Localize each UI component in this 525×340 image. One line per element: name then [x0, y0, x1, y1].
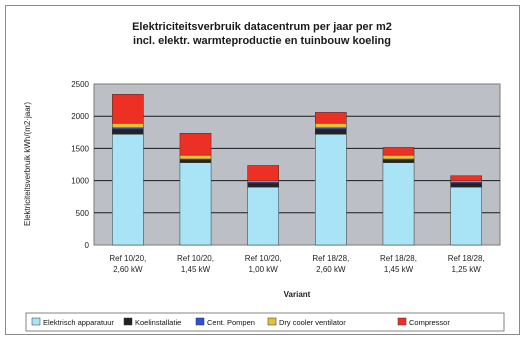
bar-segment	[112, 94, 144, 124]
chart: Elektriciteitsverbruik datacentrum per j…	[23, 21, 505, 332]
x-tick-label: 1,00 kW	[248, 265, 278, 274]
x-axis-label: Variant	[284, 290, 311, 299]
legend-label: Dry cooler ventilator	[279, 318, 346, 327]
y-tick-label: 0	[85, 241, 90, 250]
x-axis-ticks: Ref 10/20, 2,60 kW Ref 10/20, 1,45 kW Ref 10…	[109, 254, 484, 274]
legend	[25, 312, 505, 332]
legend-label: Cent. Pompen	[207, 318, 255, 327]
plot-area	[93, 83, 501, 246]
bar-segment	[315, 123, 347, 129]
x-tick-label: Ref 18/28,	[380, 254, 417, 263]
x-tick-label: 1,25 kW	[451, 265, 481, 274]
bar-segment	[179, 159, 212, 163]
bar-segment	[382, 162, 415, 246]
bar-segment	[382, 154, 415, 160]
bar-segment	[315, 128, 347, 135]
bar-segment	[450, 175, 482, 182]
x-tick-label: 2,60 kW	[316, 265, 346, 274]
bar-segment	[247, 182, 279, 188]
x-tick-label: Ref 10/20,	[109, 254, 146, 263]
bar-segment	[382, 159, 415, 163]
legend-swatch	[195, 317, 205, 326]
x-tick-label: 2,60 kW	[113, 265, 143, 274]
bar-segment	[179, 133, 212, 156]
x-tick-label: 1,45 kW	[384, 265, 414, 274]
chart-frame: Elektriciteitsverbruik datacentrum per j…	[5, 5, 520, 335]
bars	[112, 94, 482, 246]
legend-items: Elektrisch apparatuur Koelinstallatie Cent…	[31, 317, 450, 327]
gridlines	[94, 115, 500, 214]
y-tick-label: 500	[76, 209, 90, 218]
legend-swatch	[123, 317, 133, 326]
legend-swatch	[31, 317, 41, 326]
bar-segment	[450, 186, 482, 246]
bar-segment	[382, 147, 415, 156]
legend-swatch	[397, 317, 407, 326]
y-tick-label: 1500	[71, 144, 89, 153]
x-tick-label: Ref 18/28,	[448, 254, 485, 263]
bar-segment	[112, 133, 144, 246]
x-tick-label: 1,45 kW	[181, 265, 211, 274]
chart-title: Elektriciteitsverbruik datacentrum per j…	[132, 21, 392, 33]
legend-swatch	[267, 317, 277, 326]
y-tick-label: 2000	[71, 112, 89, 121]
x-tick-label: Ref 10/20,	[245, 254, 282, 263]
bar-segment	[179, 162, 212, 246]
bar-segment	[247, 165, 279, 182]
bar-segment	[179, 154, 212, 160]
bar-segment	[315, 112, 347, 124]
y-axis-label: Elektriciteitsverbruik kWh/(m2·jaar)	[23, 102, 32, 226]
y-tick-label: 1000	[71, 177, 89, 186]
bar-segment	[450, 182, 482, 188]
legend-label: Compressor	[409, 318, 450, 327]
legend-label: Koelinstallatie	[135, 318, 181, 327]
bar-segment	[315, 133, 347, 246]
legend-label: Elektrisch apparatuur	[43, 318, 114, 327]
bar-segment	[247, 186, 279, 246]
y-axis-ticks: 0 500 1000 1500 2000 2500	[71, 80, 89, 250]
chart-subtitle: incl. elektr. warmteproductie en tuinbou…	[133, 35, 391, 47]
bar-segment	[112, 123, 144, 129]
x-tick-label: Ref 10/20,	[177, 254, 214, 263]
x-tick-label: Ref 18/28,	[312, 254, 349, 263]
y-tick-label: 2500	[71, 80, 89, 89]
bar-segment	[112, 128, 144, 135]
